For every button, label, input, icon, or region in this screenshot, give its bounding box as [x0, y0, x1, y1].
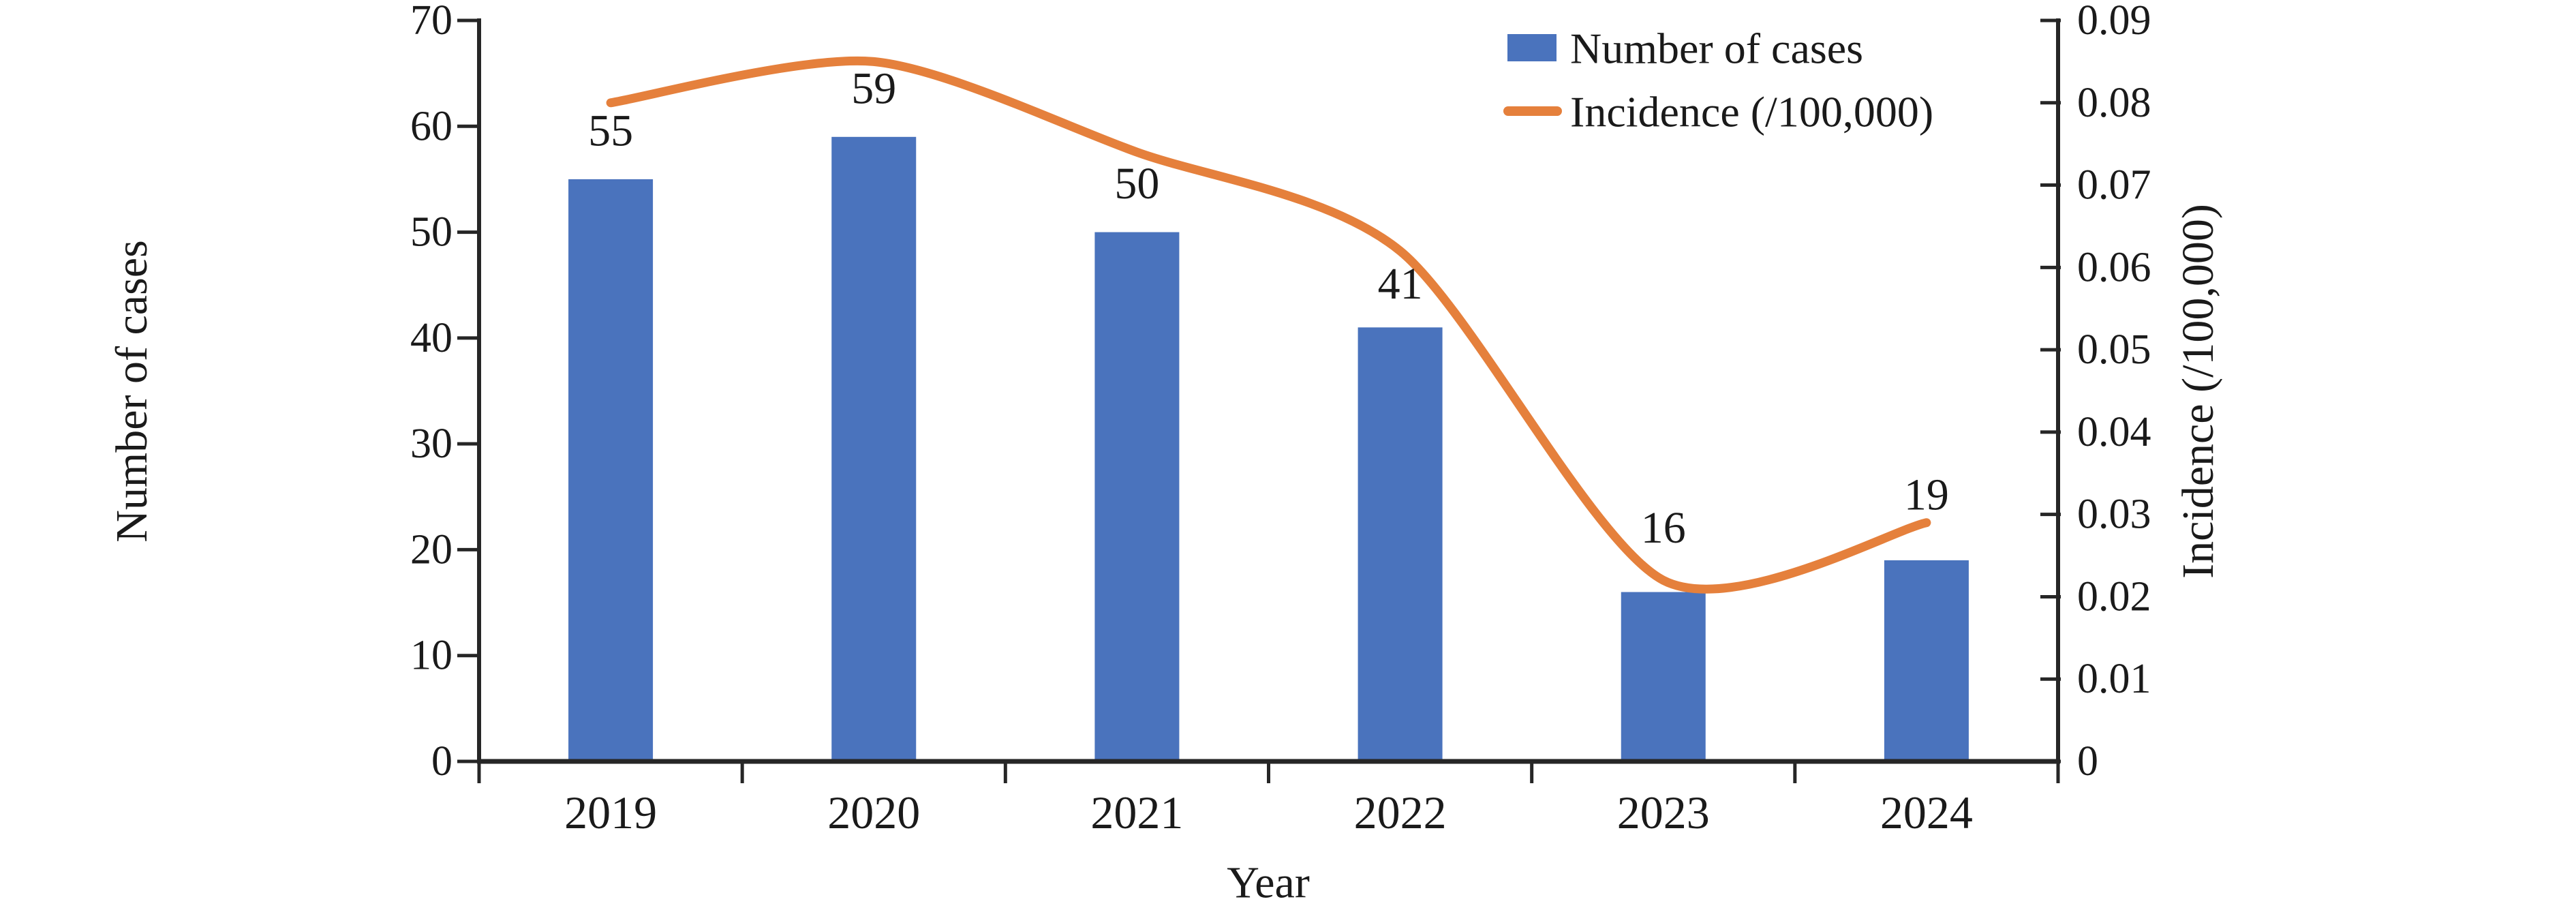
bar-value-label-2019: 55 — [588, 106, 633, 155]
bar-value-label-2023: 16 — [1641, 503, 1686, 553]
right-axis-title: Incidence (/100,000) — [2173, 204, 2223, 579]
bar-2024 — [1884, 560, 1969, 761]
right-tick-label-0.05: 0.05 — [2077, 327, 2151, 373]
left-tick-label-30: 30 — [410, 421, 453, 467]
left-tick-label-10: 10 — [410, 633, 453, 679]
x-tick-label-2021: 2021 — [1090, 787, 1183, 838]
x-tick-label-2020: 2020 — [827, 787, 920, 838]
legend-label-incidence: Incidence (/100,000) — [1570, 88, 1933, 136]
bar-value-label-2020: 59 — [851, 63, 896, 113]
bar-2019 — [568, 179, 654, 761]
right-tick-label-0.01: 0.01 — [2077, 656, 2151, 702]
incidence-line-series — [606, 56, 1931, 594]
left-tick-label-20: 20 — [410, 526, 453, 573]
legend: Number of cases Incidence (/100,000) — [1503, 25, 1933, 136]
bar-value-label-2021: 50 — [1114, 159, 1159, 209]
left-tick-label-40: 40 — [410, 315, 453, 361]
x-tick-label-2023: 2023 — [1617, 787, 1710, 838]
x-axis-title: Year — [1227, 858, 1310, 908]
tick-labels-layer: 2019 2020 2021 2022 2023 2024 0 10 20 30 40 50 60 70 0… — [410, 0, 2151, 838]
left-tick-label-60: 60 — [410, 103, 453, 149]
right-tick-label-0.03: 0.03 — [2077, 491, 2151, 538]
right-tick-label-0.06: 0.06 — [2077, 244, 2151, 290]
right-tick-label-0.09: 0.09 — [2077, 0, 2151, 44]
bar-2023 — [1621, 592, 1706, 761]
left-tick-label-70: 70 — [410, 0, 453, 44]
right-tick-label-0.04: 0.04 — [2077, 409, 2151, 455]
left-tick-label-50: 50 — [410, 209, 453, 256]
x-tick-label-2022: 2022 — [1354, 787, 1447, 838]
left-tick-label-0: 0 — [431, 738, 453, 785]
bar-2021 — [1094, 232, 1180, 762]
right-tick-label-0.08: 0.08 — [2077, 80, 2151, 126]
bar-2020 — [831, 136, 917, 762]
x-tick-label-2019: 2019 — [564, 787, 657, 838]
bar-2022 — [1358, 327, 1443, 761]
x-tick-label-2024: 2024 — [1880, 787, 1973, 838]
data-labels-layer: 55 59 50 41 16 19 — [588, 63, 1949, 553]
bars-layer — [568, 136, 1969, 762]
legend-label-cases: Number of cases — [1570, 25, 1863, 73]
right-tick-label-0.02: 0.02 — [2077, 573, 2151, 620]
right-tick-label-0.07: 0.07 — [2077, 162, 2151, 209]
bar-value-label-2022: 41 — [1378, 259, 1423, 309]
right-tick-label-0: 0 — [2077, 738, 2098, 785]
bar-series-swatch — [1507, 34, 1557, 61]
left-axis-title: Number of cases — [107, 240, 157, 543]
bar-value-label-2024: 19 — [1904, 470, 1949, 519]
